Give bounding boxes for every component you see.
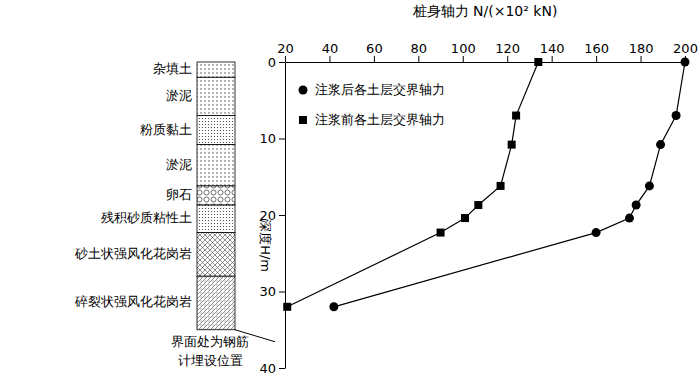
tick-label: 160 [584, 41, 609, 56]
tick-mark [279, 62, 285, 63]
soil-column: 杂填土淤泥粉质黏土淤泥卵石残积砂质粘性土砂土状强风化花岗岩碎裂状强风化花岗岩 [74, 61, 275, 342]
y-label: 深度H/m [258, 219, 273, 272]
tick-label: 20 [277, 41, 294, 56]
soil-layer [197, 205, 235, 233]
point [329, 302, 338, 311]
point [656, 140, 665, 149]
point [592, 228, 601, 237]
tick-label: 10 [259, 131, 276, 146]
series-line [287, 62, 538, 307]
layer-label: 砂土状强风化花岗岩 [74, 246, 192, 261]
y-tick: 0 [268, 55, 285, 70]
layer-label: 卵石 [166, 187, 192, 202]
tick-label: 200 [673, 41, 698, 56]
tick-mark [329, 56, 330, 62]
chart: 杂填土淤泥粉质黏土淤泥卵石残积砂质粘性土砂土状强风化花岗岩碎裂状强风化花岗岩界面… [0, 0, 700, 376]
tick-mark [279, 292, 285, 293]
x-tick: 20 [277, 41, 294, 62]
tick-label: 40 [259, 361, 276, 376]
legend: 注浆后各土层交界轴力注浆前各土层交界轴力 [299, 82, 446, 127]
point [512, 112, 520, 120]
legend-label: 注浆后各土层交界轴力 [315, 82, 445, 97]
legend-marker [299, 116, 307, 124]
soil-layer [197, 233, 235, 277]
layer-label: 残积砂质粘性土 [101, 210, 192, 225]
layer-label: 杂填土 [153, 61, 192, 76]
soil-layer [197, 62, 235, 77]
point [461, 214, 469, 222]
tick-mark [279, 215, 285, 216]
title: 桩身轴力 N/(×10² kN) [412, 3, 558, 19]
tick-mark [418, 56, 419, 62]
tick-label: 140 [540, 41, 565, 56]
x-tick: 140 [540, 41, 565, 62]
tick-label: 60 [366, 41, 383, 56]
point [681, 58, 690, 67]
tick-label: 0 [268, 55, 276, 70]
layer-label: 淤泥 [166, 157, 192, 172]
annotation: 界面处为钢筋 [171, 334, 249, 349]
point [632, 201, 641, 210]
tick-label: 80 [411, 41, 428, 56]
series-line [334, 62, 685, 307]
axis-line [285, 63, 286, 369]
tick-label: 180 [629, 41, 654, 56]
point [474, 201, 482, 209]
y-tick: 40 [259, 361, 285, 376]
tick-label: 120 [495, 41, 520, 56]
soil-layer [197, 116, 235, 145]
soil-layer [197, 276, 235, 330]
x-tick: 160 [584, 41, 609, 62]
tick-mark [641, 56, 642, 62]
tick-mark [596, 56, 597, 62]
x-axis: 20 40 60 80 100 120 140 160 180 200 [277, 41, 698, 63]
x-tick: 40 [322, 41, 339, 62]
y-tick: 30 [259, 284, 285, 299]
tick-mark [374, 56, 375, 62]
point [497, 182, 505, 190]
y-axis: 010203040 [259, 55, 285, 376]
tick-mark [279, 139, 285, 140]
soil-layer [197, 186, 235, 205]
point [645, 181, 654, 190]
layer-label: 粉质黏土 [140, 122, 192, 137]
point [437, 229, 445, 237]
point [625, 214, 634, 223]
x-tick: 180 [629, 41, 654, 62]
axis-line [286, 62, 686, 63]
point [283, 303, 291, 311]
y-tick: 10 [259, 131, 285, 146]
tick-mark [507, 56, 508, 62]
x-tick: 120 [495, 41, 520, 62]
legend-label: 注浆前各土层交界轴力 [315, 112, 445, 127]
layer-label: 碎裂状强风化花岗岩 [74, 294, 192, 309]
annotation: 计埋设位置 [178, 353, 243, 368]
point [508, 141, 516, 149]
tick-mark [285, 56, 286, 62]
tick-mark [279, 368, 285, 369]
x-tick: 80 [411, 41, 428, 62]
layer-label: 淤泥 [166, 88, 192, 103]
tick-label: 30 [259, 284, 276, 299]
x-tick: 100 [451, 41, 476, 62]
x-tick: 60 [366, 41, 383, 62]
point [672, 111, 681, 120]
point [534, 58, 542, 66]
soil-layer [197, 77, 235, 115]
tick-mark [552, 56, 553, 62]
tick-label: 40 [322, 41, 339, 56]
soil-layer [197, 145, 235, 186]
tick-mark [463, 56, 464, 62]
legend-marker [299, 86, 308, 95]
tick-label: 100 [451, 41, 476, 56]
plot-area [283, 58, 689, 312]
